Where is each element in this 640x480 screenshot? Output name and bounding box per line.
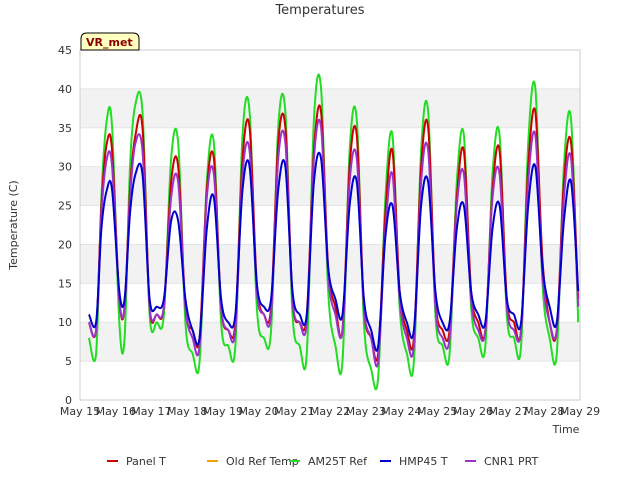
x-tick-label: May 16: [96, 405, 136, 418]
x-tick-label: May 15: [60, 405, 100, 418]
y-tick-label: 15: [58, 277, 72, 290]
legend: Panel T Old Ref Temp AM25T Ref HMP45 T CNR1 …: [107, 455, 539, 468]
x-tick-label: May 25: [417, 405, 457, 418]
y-tick-label: 25: [58, 200, 72, 213]
x-tick-label: May 27: [488, 405, 528, 418]
x-tick-label: May 21: [274, 405, 314, 418]
legend-label-am25t-ref: AM25T Ref: [308, 455, 368, 468]
series-line-hmp45-t: [87, 151, 580, 352]
y-tick-label: 45: [58, 44, 72, 57]
y-tick-label: 0: [65, 394, 72, 407]
x-tick-label: May 28: [524, 405, 564, 418]
x-tick-label: May 26: [453, 405, 493, 418]
legend-label-cnr1-prt: CNR1 PRT: [484, 455, 539, 468]
x-tick-label: May 24: [381, 405, 421, 418]
legend-label-panel-t: Panel T: [126, 455, 166, 468]
x-tick-label: May 29: [560, 405, 600, 418]
x-tick-label: May 19: [203, 405, 243, 418]
x-tick-label: May 17: [131, 405, 171, 418]
x-tick-label: May 20: [238, 405, 278, 418]
y-tick-label: 40: [58, 83, 72, 96]
grid-band: [80, 166, 580, 206]
y-axis: 0 5 10 15 20 25 30 35 40 45: [58, 44, 72, 407]
y-tick-label: 10: [58, 316, 72, 329]
grid-band: [80, 322, 580, 362]
y-axis-title: Temperature (C): [7, 180, 20, 270]
x-tick-label: May 23: [346, 405, 386, 418]
grid-band: [80, 88, 580, 128]
y-tick-label: 20: [58, 238, 72, 251]
badge-label: VR_met: [86, 36, 133, 49]
x-tick-label: May 22: [310, 405, 350, 418]
legend-label-old-ref-temp: Old Ref Temp: [226, 455, 299, 468]
grid-bands: [80, 49, 580, 401]
y-tick-label: 35: [58, 122, 72, 135]
x-axis-title: Time: [552, 423, 580, 436]
legend-label-hmp45-t: HMP45 T: [399, 455, 448, 468]
vr-met-badge: VR_met: [80, 32, 140, 51]
y-tick-label: 5: [65, 355, 72, 368]
plot-area: [79, 49, 581, 401]
chart-title: Temperatures: [274, 3, 364, 18]
y-tick-label: 30: [58, 161, 72, 174]
series-lines: [87, 73, 580, 391]
x-tick-label: May 18: [167, 405, 207, 418]
